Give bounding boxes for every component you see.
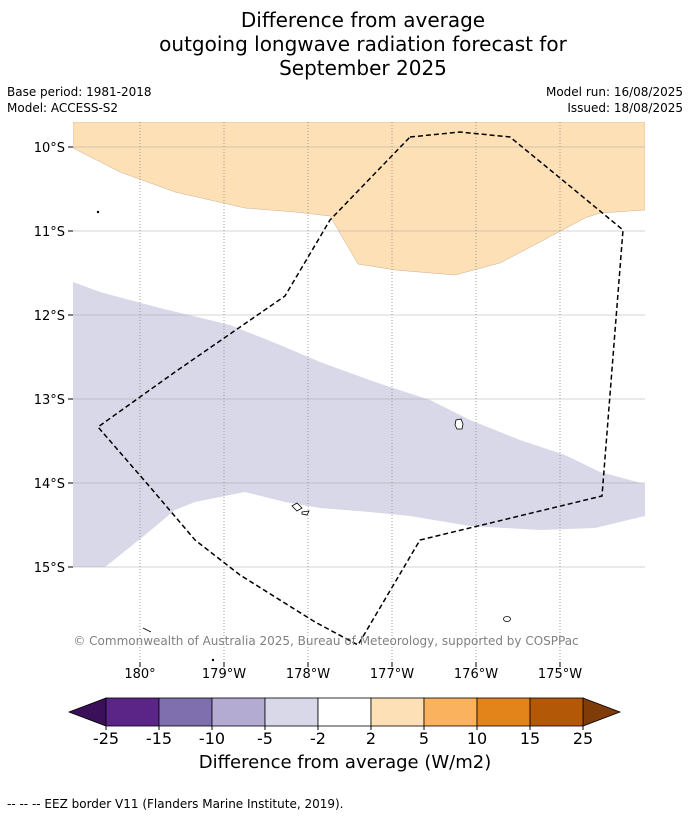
colorbar-segment	[476, 697, 531, 727]
island-g	[211, 658, 215, 662]
lat-label-15s: 15°S	[34, 561, 65, 576]
colorbar-extend-high	[582, 697, 622, 727]
lon-label-175w: 175°W	[538, 667, 582, 682]
island-c	[301, 510, 310, 516]
colorbar-tick-label: -15	[146, 729, 172, 748]
colorbar-segment	[317, 697, 372, 727]
colorbar-label: Difference from average (W/m2)	[198, 752, 492, 773]
title-line-3: September 2025	[279, 56, 447, 80]
meta-left: Base period: 1981-2018 Model: ACCESS-S2	[7, 84, 152, 116]
colorbar-tick-label: -10	[199, 729, 225, 748]
island-e	[142, 627, 152, 633]
colorbar-segment	[264, 697, 319, 727]
lat-label-14s: 14°S	[34, 477, 65, 492]
island-d	[503, 616, 511, 622]
model-run: Model run: 16/08/2025	[545, 85, 683, 99]
colorbar-tick-label: -5	[257, 729, 273, 748]
lat-label-11s: 11°S	[34, 225, 65, 240]
lon-label-177w: 177°W	[370, 667, 414, 682]
model-name: Model: ACCESS-S2	[7, 101, 119, 115]
colorbar-segment	[370, 697, 425, 727]
islands	[96, 210, 511, 662]
negative-anomaly-region	[73, 282, 645, 567]
colorbar-segment	[423, 697, 478, 727]
colorbar-tick-label: 15	[520, 729, 540, 748]
eez-legend-note: -- -- -- EEZ border V11 (Flanders Marine…	[7, 797, 344, 811]
colorbar-tick-label: 2	[366, 729, 376, 748]
lon-label-178w: 178°W	[286, 667, 330, 682]
latitude-axis	[68, 146, 73, 568]
lon-label-180: 180°	[124, 667, 155, 682]
meta-right: Model run: 16/08/2025 Issued: 18/08/2025	[546, 84, 683, 116]
colorbar-segment	[529, 697, 584, 727]
island-f	[96, 210, 100, 214]
lon-label-176w: 176°W	[454, 667, 498, 682]
colorbar-tick-label: 10	[467, 729, 487, 748]
latitude-gridlines	[73, 146, 645, 568]
colorbar-segment	[105, 697, 160, 727]
colorbar-tick-label: -2	[310, 729, 326, 748]
title-line-2: outgoing longwave radiation forecast for	[159, 32, 567, 56]
base-period: Base period: 1981-2018	[7, 85, 152, 99]
island-b	[291, 502, 303, 512]
map-title: Difference from average outgoing longwav…	[0, 8, 690, 80]
lon-label-179w: 179°W	[202, 667, 246, 682]
title-line-1: Difference from average	[240, 8, 486, 32]
lat-label-12s: 12°S	[34, 309, 65, 324]
colorbar-segment	[158, 697, 213, 727]
island-a	[454, 418, 464, 430]
colorbar-segment	[211, 697, 266, 727]
map-area	[73, 122, 645, 662]
colorbar-tick-label: -25	[93, 729, 119, 748]
colorbar: -25 -15 -10 -5 -2 2 5 10 15 25	[67, 697, 622, 748]
eez-border	[96, 131, 624, 647]
colorbar-tick-label: 25	[573, 729, 593, 748]
lat-label-13s: 13°S	[34, 393, 65, 408]
issued-date: Issued: 18/08/2025	[567, 101, 683, 115]
colorbar-tick-label: 5	[419, 729, 429, 748]
longitude-axis	[139, 662, 561, 667]
copyright-notice: © Commonwealth of Australia 2025, Bureau…	[73, 634, 578, 648]
positive-anomaly-region	[73, 122, 645, 276]
colorbar-extend-low	[67, 697, 107, 727]
longitude-gridlines	[139, 122, 561, 662]
lat-label-10s: 10°S	[34, 141, 65, 156]
